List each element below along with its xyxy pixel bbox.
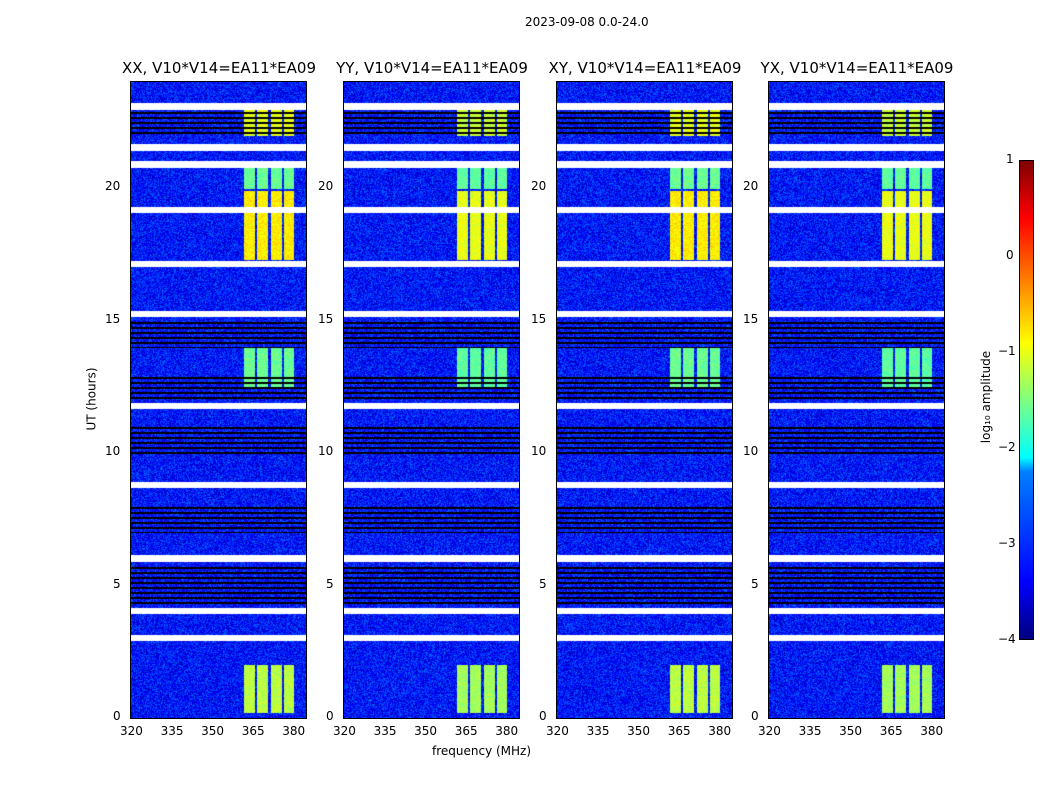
- x-tick-label: 320: [333, 724, 356, 738]
- x-tick-label: 320: [758, 724, 781, 738]
- x-tick-label: 335: [587, 724, 610, 738]
- y-tick-label: 10: [318, 444, 333, 458]
- colorbar-tick-label: −2: [998, 440, 1016, 454]
- y-axis-label: UT (hours): [85, 367, 99, 430]
- figure-title: 2023-09-08 0.0-24.0: [525, 15, 649, 29]
- y-tick-label: 15: [318, 312, 333, 326]
- x-tick-label: 380: [920, 724, 943, 738]
- x-tick-label: 320: [120, 724, 143, 738]
- figure: 2023-09-08 0.0-24.0 frequency (MHz) UT (…: [0, 0, 1050, 800]
- y-tick-label: 10: [105, 444, 120, 458]
- heatmap-image: [131, 82, 306, 718]
- panel-title: YX, V10*V14=EA11*EA09: [737, 59, 977, 77]
- y-tick-label: 15: [743, 312, 758, 326]
- y-tick-label: 10: [743, 444, 758, 458]
- x-tick-label: 380: [708, 724, 731, 738]
- x-tick-label: 350: [201, 724, 224, 738]
- x-tick-label: 335: [799, 724, 822, 738]
- x-tick-label: 365: [455, 724, 478, 738]
- colorbar: [1019, 160, 1034, 640]
- heatmap-image: [344, 82, 519, 718]
- x-tick-label: 365: [668, 724, 691, 738]
- x-tick-label: 335: [374, 724, 397, 738]
- colorbar-tick-label: −1: [998, 344, 1016, 358]
- spectrogram-panel: [768, 81, 945, 719]
- spectrogram-panel: [556, 81, 733, 719]
- colorbar-tick-label: −4: [998, 632, 1016, 646]
- y-tick-label: 15: [105, 312, 120, 326]
- panel-title: YY, V10*V14=EA11*EA09: [312, 59, 552, 77]
- x-tick-label: 365: [242, 724, 265, 738]
- y-tick-label: 10: [531, 444, 546, 458]
- colorbar-label: log₁₀ amplitude: [979, 351, 993, 443]
- spectrogram-panel: [130, 81, 307, 719]
- y-tick-label: 0: [113, 709, 121, 723]
- y-tick-label: 0: [539, 709, 547, 723]
- y-tick-label: 0: [326, 709, 334, 723]
- y-tick-label: 0: [751, 709, 759, 723]
- x-tick-label: 350: [414, 724, 437, 738]
- x-tick-label: 335: [161, 724, 184, 738]
- y-tick-label: 5: [751, 577, 759, 591]
- panel-title: XX, V10*V14=EA11*EA09: [99, 59, 339, 77]
- y-tick-label: 20: [318, 179, 333, 193]
- y-tick-label: 20: [531, 179, 546, 193]
- x-tick-label: 380: [495, 724, 518, 738]
- x-axis-label: frequency (MHz): [432, 744, 531, 758]
- x-tick-label: 350: [839, 724, 862, 738]
- heatmap-image: [769, 82, 944, 718]
- y-tick-label: 20: [105, 179, 120, 193]
- y-tick-label: 5: [539, 577, 547, 591]
- colorbar-tick-label: −3: [998, 536, 1016, 550]
- y-tick-label: 15: [531, 312, 546, 326]
- x-tick-label: 380: [282, 724, 305, 738]
- x-tick-label: 365: [880, 724, 903, 738]
- panel-title: XY, V10*V14=EA11*EA09: [525, 59, 765, 77]
- y-tick-label: 20: [743, 179, 758, 193]
- y-tick-label: 5: [113, 577, 121, 591]
- x-tick-label: 320: [546, 724, 569, 738]
- spectrogram-panel: [343, 81, 520, 719]
- y-tick-label: 5: [326, 577, 334, 591]
- colorbar-tick-label: 0: [1006, 248, 1014, 262]
- colorbar-tick-label: 1: [1006, 152, 1014, 166]
- heatmap-image: [557, 82, 732, 718]
- x-tick-label: 350: [627, 724, 650, 738]
